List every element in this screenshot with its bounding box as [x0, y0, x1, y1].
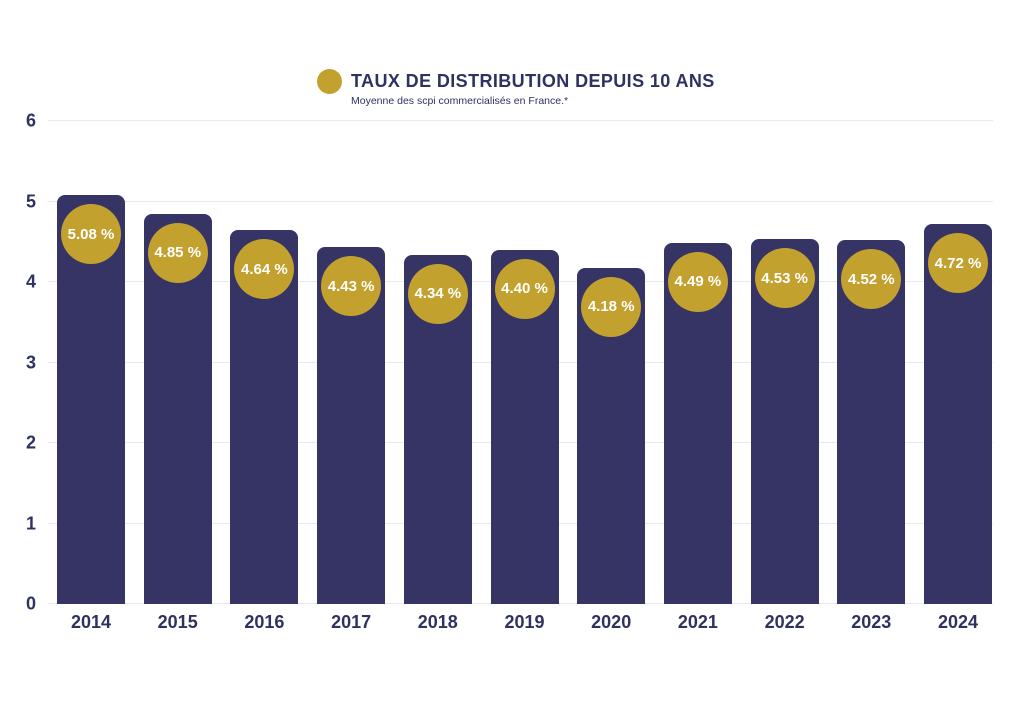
- bar-2021: 4.49 %: [663, 242, 732, 604]
- bar-2018: 4.34 %: [403, 254, 472, 604]
- bar-2022: 4.53 %: [750, 239, 819, 604]
- bar-2014: 5.08 %: [57, 195, 125, 604]
- value-badge: 5.08 %: [61, 204, 121, 265]
- value-badge: 4.40 %: [494, 258, 555, 319]
- value-badge: 4.85 %: [147, 222, 208, 283]
- x-axis-tick-label: 2019: [504, 612, 545, 632]
- value-badge: 4.72 %: [928, 233, 988, 294]
- x-axis-tick-label: 2022: [764, 612, 805, 632]
- gridline: [48, 200, 993, 202]
- bar-2023: 4.52 %: [837, 240, 906, 604]
- x-axis-tick-label: 2023: [851, 612, 892, 632]
- x-axis-tick-label: 2024: [937, 612, 979, 632]
- chart-header: TAUX DE DISTRIBUTION DEPUIS 10 ANS Moyen…: [317, 68, 715, 107]
- x-axis-tick-label: 2017: [331, 612, 372, 632]
- x-axis-tick-label: 2014: [70, 612, 112, 632]
- x-axis-tick-label: 2020: [591, 612, 632, 632]
- x-axis-tick-label: 2016: [244, 612, 285, 632]
- bar-2024: 4.72 %: [924, 224, 992, 604]
- value-badge: 4.64 %: [234, 239, 295, 300]
- gold-circle-icon: [317, 69, 342, 94]
- x-axis-tick-label: 2015: [157, 612, 198, 632]
- y-axis-tick-label: 1: [26, 513, 37, 533]
- y-axis-tick-label: 0: [26, 593, 37, 614]
- value-badge: 4.43 %: [321, 256, 382, 317]
- x-axis-tick-label: 2021: [677, 612, 718, 632]
- bar-2017: 4.43 %: [317, 247, 386, 604]
- bar-2015: 4.85 %: [143, 213, 212, 604]
- value-badge: 4.34 %: [407, 263, 468, 324]
- bar-2016: 4.64 %: [230, 230, 299, 604]
- value-badge: 4.18 %: [581, 276, 642, 337]
- y-axis-tick-label: 3: [26, 352, 37, 372]
- chart-title: TAUX DE DISTRIBUTION DEPUIS 10 ANS: [351, 71, 715, 91]
- x-axis-tick-label: 2018: [417, 612, 458, 632]
- value-badge: 4.52 %: [841, 249, 902, 310]
- bar-2020: 4.18 %: [577, 267, 646, 604]
- plot-area: 5.08 % 4.85 % 4.64 % 4.43 % 4.34 % 4.40 % 4.18…: [48, 120, 993, 604]
- y-axis-tick-label: 4: [26, 271, 37, 292]
- gridline: [48, 120, 993, 121]
- chart-title-block: TAUX DE DISTRIBUTION DEPUIS 10 ANS Moyen…: [351, 68, 715, 107]
- chart-subtitle: Moyenne des scpi commercialisés en Franc…: [351, 95, 569, 107]
- y-axis-tick-label: 5: [26, 191, 37, 211]
- bar-2019: 4.40 %: [490, 249, 559, 604]
- y-axis-tick-label: 6: [26, 110, 37, 131]
- value-badge: 4.53 %: [754, 248, 815, 309]
- value-badge: 4.49 %: [667, 251, 728, 312]
- y-axis-tick-label: 2: [26, 432, 37, 453]
